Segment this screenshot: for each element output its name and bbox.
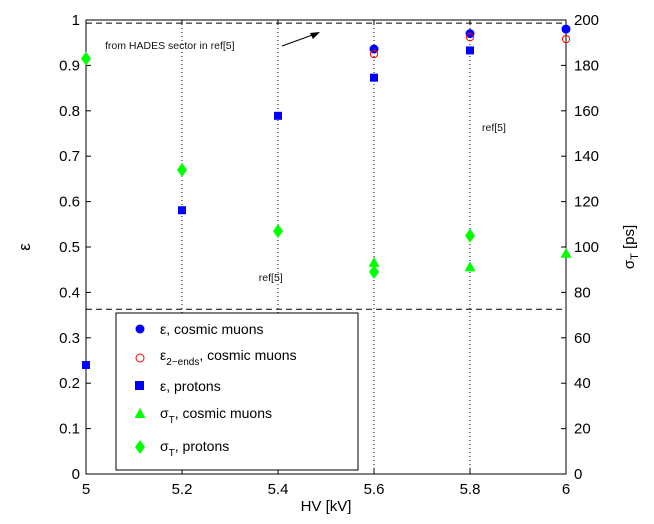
data-point-circle-open xyxy=(561,34,571,44)
legend-label-eps-protons: ε, protons xyxy=(160,378,221,394)
legend-label-sigma-cosmic-sub: T xyxy=(169,415,175,426)
legend-label-eps-cosmic: ε, cosmic muons xyxy=(160,321,264,337)
data-point-square xyxy=(466,46,474,55)
y-left-tick-label: 0.5 xyxy=(59,239,80,256)
data-point-diamond xyxy=(273,224,283,239)
y-axis-label-left: ε xyxy=(15,243,34,251)
y-right-tick-label: 200 xyxy=(574,12,599,29)
hades-reference-arrow xyxy=(281,32,320,47)
y-right-tick-label: 100 xyxy=(574,239,599,256)
legend-marker-eps2ends-cosmic xyxy=(135,353,145,363)
y-right-tick-label: 40 xyxy=(574,375,591,392)
data-point-diamond xyxy=(81,51,91,66)
legend-box xyxy=(115,312,359,471)
legend: ε, cosmic muons ε2−ends, cosmic muons ε,… xyxy=(115,312,359,471)
reference-lines xyxy=(86,22,566,310)
y-right-tick-label: 160 xyxy=(574,103,599,120)
y-left-tick-label: 0.7 xyxy=(59,148,80,165)
y-left-tick-label: 0.1 xyxy=(59,421,80,438)
legend-label-sigma-cosmic-tail: , cosmic muons xyxy=(175,405,272,421)
y-right-tick-label: 120 xyxy=(574,194,599,211)
y-right-tick-label: 20 xyxy=(574,421,591,438)
legend-label-eps2ends-tail: , cosmic muons xyxy=(199,347,296,363)
y-right-tick-label: 0 xyxy=(574,466,582,483)
legend-label-eps2ends-main: ε xyxy=(160,347,166,363)
y-axis-label-right-sub: T xyxy=(629,253,641,260)
axis-ticks: 5 5.2 5.4 5.6 5.8 600.10.20.30.40.50.60.70.80… xyxy=(59,12,599,498)
data-point-triangle xyxy=(560,247,572,258)
data-point-diamond xyxy=(369,264,379,279)
ref5-annotation-left: ref[5] xyxy=(259,272,283,284)
legend-label-sigma-protons-sub: T xyxy=(169,448,175,459)
hades-reference-note: from HADES sector in ref[5] xyxy=(105,40,235,52)
y-left-tick-label: 0 xyxy=(72,466,80,483)
y-right-tick-label: 60 xyxy=(574,330,591,347)
data-point-triangle xyxy=(464,261,476,272)
y-axis-label-right-main: σ xyxy=(621,259,638,269)
x-tick-label: 5.8 xyxy=(460,481,481,498)
y-left-tick-label: 0.3 xyxy=(59,330,80,347)
data-point-square xyxy=(178,206,186,215)
y-left-tick-label: 0.4 xyxy=(59,284,80,301)
legend-marker-eps-protons xyxy=(135,381,144,390)
data-point-circle-filled xyxy=(561,24,571,34)
legend-marker-sigma-protons xyxy=(135,440,145,454)
data-point-triangle xyxy=(368,256,380,267)
x-tick-label: 5 xyxy=(82,481,90,498)
x-tick-label: 5.6 xyxy=(364,481,385,498)
legend-label-sigma-cosmic: σT, cosmic muons xyxy=(160,405,272,426)
y-right-tick-label: 140 xyxy=(574,148,599,165)
data-points xyxy=(81,24,572,370)
y-left-tick-label: 0.6 xyxy=(59,194,80,211)
legend-marker-eps-cosmic xyxy=(135,324,145,334)
legend-label-eps2ends-sub: 2−ends xyxy=(166,357,199,368)
y-axis-label-right: σT [ps] xyxy=(621,225,641,269)
data-point-square xyxy=(274,111,282,120)
annotations: from HADES sector in ref[5] ref[5] ref[5… xyxy=(105,32,506,284)
data-point-diamond xyxy=(177,162,187,177)
y-right-tick-label: 180 xyxy=(574,57,599,74)
x-tick-label: 6 xyxy=(562,481,570,498)
legend-label-sigma-protons-tail: , protons xyxy=(175,438,229,454)
ref5-annotation-right: ref[5] xyxy=(482,122,506,134)
data-point-circle-open xyxy=(369,49,379,59)
data-point-diamond xyxy=(465,228,475,243)
legend-label-eps2ends-cosmic: ε2−ends, cosmic muons xyxy=(160,347,297,368)
hades-arrow-head xyxy=(310,32,320,39)
y-left-tick-label: 0.2 xyxy=(59,375,80,392)
x-axis-label: HV [kV] xyxy=(301,498,352,515)
legend-label-sigma-protons-main: σ xyxy=(160,438,169,454)
y-axis-label-right-unit: [ps] xyxy=(621,225,638,253)
legend-label-sigma-protons: σT, protons xyxy=(160,438,229,459)
x-tick-label: 5.2 xyxy=(172,481,193,498)
y-right-tick-label: 80 xyxy=(574,284,591,301)
y-left-tick-label: 0.9 xyxy=(59,57,80,74)
data-point-square xyxy=(370,73,378,82)
legend-marker-sigma-cosmic xyxy=(134,408,146,418)
x-tick-label: 5.4 xyxy=(268,481,289,498)
data-point-circle-open xyxy=(465,33,475,42)
y-left-tick-label: 0.8 xyxy=(59,103,80,120)
legend-label-sigma-cosmic-main: σ xyxy=(160,405,169,421)
y-left-tick-label: 1 xyxy=(72,12,80,29)
data-point-square xyxy=(82,361,90,370)
